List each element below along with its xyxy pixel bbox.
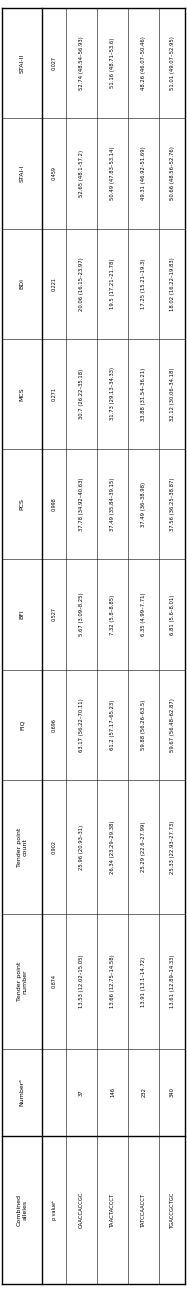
Text: 13.53 (12.02–15.05): 13.53 (12.02–15.05) [79, 955, 84, 1008]
Text: 50.49 (47.83–53.14): 50.49 (47.83–53.14) [110, 146, 115, 200]
Text: 30.7 (26.22–35.18): 30.7 (26.22–35.18) [79, 368, 84, 419]
Text: 0.027: 0.027 [52, 56, 57, 70]
Text: 6.81 (5.6–8.01): 6.81 (5.6–8.01) [170, 594, 175, 634]
Text: 63.17 (56.22–70.11): 63.17 (56.22–70.11) [79, 698, 84, 752]
Text: MCS: MCS [20, 388, 25, 401]
Text: 37.56 (36.25–38.87): 37.56 (36.25–38.87) [170, 478, 175, 531]
Text: TAACTACCCT: TAACTACCCT [110, 1193, 115, 1227]
Text: FIQ: FIQ [20, 720, 25, 730]
Text: 25.29 (22.6–27.99): 25.29 (22.6–27.99) [141, 822, 146, 872]
Text: 31.73 (29.13–34.33): 31.73 (29.13–34.33) [110, 367, 115, 420]
Text: 0.527: 0.527 [52, 607, 57, 621]
Text: 13.61 (12.89–14.33): 13.61 (12.89–14.33) [170, 955, 175, 1008]
Text: Tender point
number: Tender point number [17, 961, 27, 1001]
Text: 146: 146 [110, 1088, 115, 1097]
Text: 37.49 (35.84–39.15): 37.49 (35.84–39.15) [110, 478, 115, 531]
Text: BDI: BDI [20, 278, 25, 289]
Text: 49.31 (46.92–51.69): 49.31 (46.92–51.69) [141, 146, 146, 200]
Text: 26.34 (23.29–29.38): 26.34 (23.29–29.38) [110, 820, 115, 873]
Text: 0.902: 0.902 [52, 840, 57, 854]
Text: 18.02 (16.22–19.83): 18.02 (16.22–19.83) [170, 257, 175, 310]
Text: 340: 340 [170, 1088, 175, 1097]
Text: 0.874: 0.874 [52, 974, 57, 988]
Text: PCS: PCS [20, 499, 25, 510]
Text: TGACCGCTGC: TGACCGCTGC [170, 1191, 175, 1229]
Text: 25.33 (22.93–27.73): 25.33 (22.93–27.73) [170, 820, 175, 873]
Text: 232: 232 [141, 1088, 146, 1097]
Text: 37.78 (34.92–40.63): 37.78 (34.92–40.63) [79, 478, 84, 531]
Text: 7.32 (5.8–8.85): 7.32 (5.8–8.85) [110, 594, 115, 634]
Text: 32.12 (30.06–34.18): 32.12 (30.06–34.18) [170, 367, 175, 421]
Text: Numberᵃ: Numberᵃ [20, 1079, 25, 1106]
Text: 17.25 (15.21–19.3): 17.25 (15.21–19.3) [141, 258, 146, 309]
Text: 6.35 (4.99–7.71): 6.35 (4.99–7.71) [141, 593, 146, 636]
Text: 0.696: 0.696 [52, 718, 57, 731]
Text: 37.49 (36–38.98): 37.49 (36–38.98) [141, 482, 146, 527]
Text: 0.221: 0.221 [52, 276, 57, 291]
Text: 59.67 (56.48–62.87): 59.67 (56.48–62.87) [170, 698, 175, 752]
Text: CAACCACCGC: CAACCACCGC [79, 1191, 84, 1229]
Text: 61.2 (57.17–65.23): 61.2 (57.17–65.23) [110, 699, 115, 749]
Text: STAI-I: STAI-I [20, 164, 25, 182]
Text: 0.271: 0.271 [52, 386, 57, 401]
Text: 0.459: 0.459 [52, 167, 57, 181]
Text: 25.96 (20.93–31): 25.96 (20.93–31) [79, 824, 84, 870]
Text: BFI: BFI [20, 610, 25, 619]
Text: 5.67 (3.09–8.25): 5.67 (3.09–8.25) [79, 593, 84, 636]
Text: 51.16 (48.71–53.6): 51.16 (48.71–53.6) [110, 37, 115, 88]
Text: 52.74 (48.54–56.93): 52.74 (48.54–56.93) [79, 36, 84, 90]
Text: 0.998: 0.998 [52, 497, 57, 512]
Text: p valueᵇ: p valueᵇ [52, 1200, 57, 1220]
Text: 50.66 (48.56–52.76): 50.66 (48.56–52.76) [170, 146, 175, 200]
Text: 13.91 (13.1–14.72): 13.91 (13.1–14.72) [141, 956, 146, 1006]
Text: 13.66 (12.75–14.58): 13.66 (12.75–14.58) [110, 955, 115, 1008]
Text: 33.88 (31.54–36.21): 33.88 (31.54–36.21) [141, 367, 146, 421]
Text: 51.01 (49.07–52.95): 51.01 (49.07–52.95) [170, 36, 175, 90]
Text: 20.06 (16.15–23.97): 20.06 (16.15–23.97) [79, 257, 84, 310]
Text: STAI-II: STAI-II [20, 53, 25, 72]
Text: 59.88 (56.26–63.5): 59.88 (56.26–63.5) [141, 699, 146, 749]
Text: 52.65 (48.1–57.2): 52.65 (48.1–57.2) [79, 150, 84, 196]
Text: 19.5 (17.21–21.78): 19.5 (17.21–21.78) [110, 258, 115, 309]
Text: TATCCAACCT: TATCCAACCT [141, 1193, 146, 1227]
Text: Tender point
count: Tender point count [17, 827, 27, 867]
Text: Combined
alleles: Combined alleles [17, 1194, 27, 1226]
Text: 48.26 (46.07–50.46): 48.26 (46.07–50.46) [141, 36, 146, 90]
Text: 37: 37 [79, 1089, 84, 1096]
